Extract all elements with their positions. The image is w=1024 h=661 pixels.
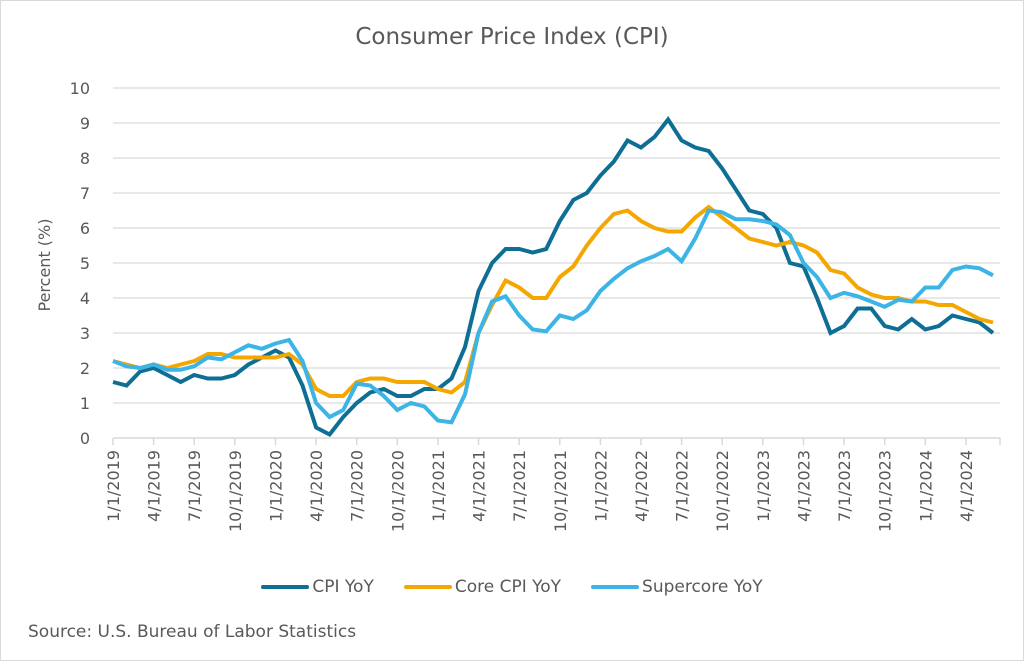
y-tick-label: 0 [80, 429, 90, 448]
x-tick-label: 7/1/2021 [510, 450, 529, 522]
y-tick-label: 1 [80, 394, 90, 413]
legend-item-cpi: CPI YoY [261, 577, 374, 597]
series-line-core-cpi-yoy [112, 204, 994, 398]
y-axis-ticks: 0 1 2 3 4 5 6 7 8 9 10 [70, 79, 90, 448]
y-tick-label: 2 [80, 359, 90, 378]
x-tick-label: 7/1/2019 [185, 450, 204, 522]
series-line-cpi-yoy [112, 116, 995, 438]
x-tick-label: 10/1/2023 [876, 450, 895, 532]
x-tick-label: 10/1/2022 [713, 450, 732, 532]
legend-swatch-core-cpi [403, 585, 452, 589]
y-tick-label: 7 [80, 184, 90, 203]
x-tick-label: 1/1/2023 [754, 450, 773, 522]
x-tick-label: 4/1/2022 [632, 450, 651, 522]
x-tick-label: 10/1/2019 [226, 450, 245, 532]
x-tick-label: 1/1/2019 [104, 450, 123, 522]
legend: CPI YoY Core CPI YoY Supercore YoY [0, 577, 1024, 597]
x-tick-label: 10/1/2021 [551, 450, 570, 532]
x-tick-label: 4/1/2019 [145, 450, 164, 522]
legend-label-core-cpi: Core CPI YoY [454, 577, 562, 597]
x-tick-label: 1/1/2021 [429, 450, 448, 522]
series-lines [112, 116, 995, 438]
x-tick-label: 1/1/2024 [916, 450, 935, 522]
x-tick-label: 10/1/2020 [388, 450, 407, 532]
y-tick-label: 8 [80, 149, 90, 168]
source-note: Source: U.S. Bureau of Labor Statistics [28, 622, 357, 642]
legend-item-core-cpi: Core CPI YoY [403, 577, 562, 597]
y-tick-label: 5 [80, 254, 90, 273]
x-tick-label: 4/1/2024 [957, 450, 976, 522]
y-tick-label: 6 [80, 219, 90, 238]
x-tick-label: 7/1/2020 [348, 450, 367, 522]
x-axis: 1/1/2019 4/1/2019 7/1/2019 10/1/2019 1/1/202… [104, 437, 1001, 532]
x-tick-label: 7/1/2022 [673, 450, 692, 522]
y-tick-label: 4 [80, 289, 90, 308]
x-tick-label: 4/1/2023 [794, 450, 813, 522]
x-tick-label: 4/1/2021 [470, 450, 489, 522]
legend-label-cpi: CPI YoY [312, 577, 374, 597]
y-tick-label: 9 [80, 114, 90, 133]
gridlines [113, 87, 1000, 404]
y-axis-label: Percent (%) [35, 219, 54, 312]
chart-title: Consumer Price Index (CPI) [355, 24, 669, 50]
series-line-supercore-yoy [112, 208, 994, 425]
legend-swatch-supercore [591, 585, 640, 589]
legend-label-supercore: Supercore YoY [642, 577, 763, 597]
x-tick-label: 4/1/2020 [307, 450, 326, 522]
x-tick-label: 7/1/2023 [835, 450, 854, 522]
legend-item-supercore: Supercore YoY [591, 577, 763, 597]
y-tick-label: 10 [70, 79, 90, 98]
x-tick-label: 1/1/2022 [591, 450, 610, 522]
x-tick-label: 1/1/2020 [266, 450, 285, 522]
legend-swatch-cpi [261, 585, 310, 589]
y-tick-label: 3 [80, 324, 90, 343]
